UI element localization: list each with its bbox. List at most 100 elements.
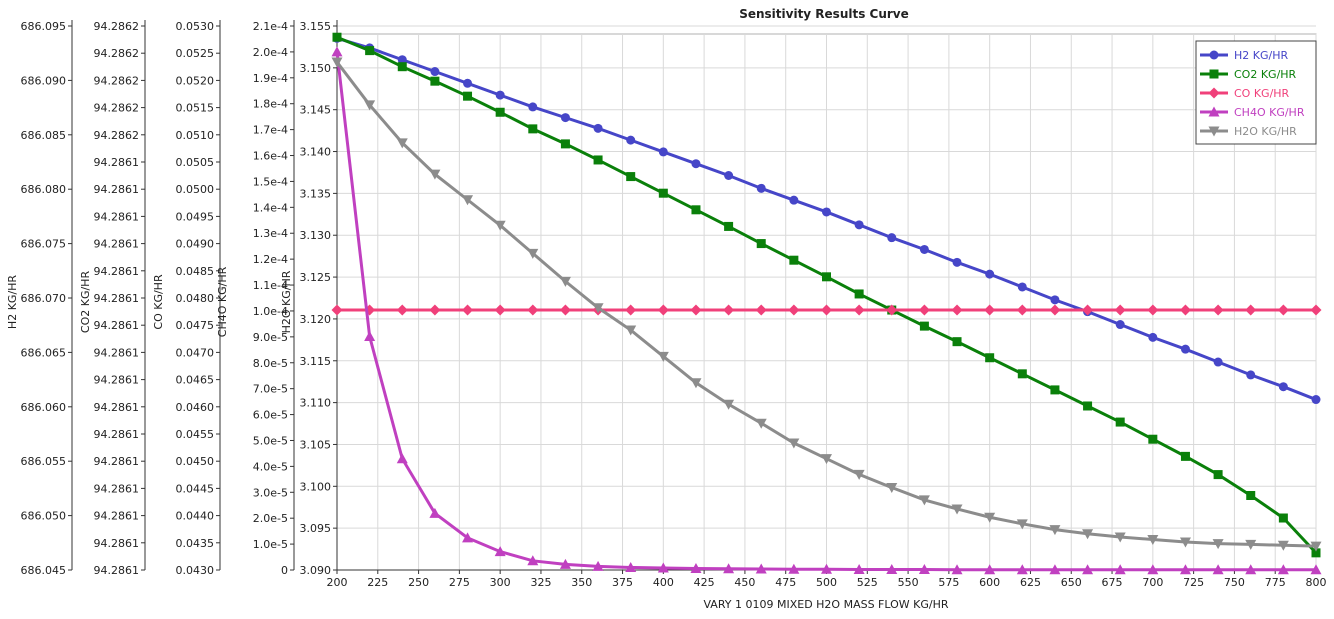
legend-label: CH4O KG/HR bbox=[1234, 106, 1305, 119]
y-tick-label: 0.0510 bbox=[176, 129, 215, 142]
y-axis-title: CH4O KG/HR bbox=[216, 266, 229, 337]
data-point bbox=[788, 563, 800, 574]
legend-swatch-marker bbox=[1208, 126, 1220, 137]
series-h2o-kg-hr bbox=[331, 57, 1322, 552]
y-tick-label: 94.2861 bbox=[94, 319, 140, 332]
y-tick-label: 686.065 bbox=[21, 346, 67, 359]
data-point bbox=[625, 561, 637, 572]
y-axis-1: 686.045 686.050 686.055 686.060 686.065 686.0… bbox=[6, 20, 73, 577]
y-tick-label: 94.2861 bbox=[94, 510, 140, 523]
legend-label: H2 KG/HR bbox=[1234, 49, 1288, 62]
y-tick-label: 3.105 bbox=[300, 438, 332, 451]
data-point bbox=[1180, 344, 1190, 354]
y-tick-label: 0.0500 bbox=[176, 183, 215, 196]
y-tick-label: 1.0e-5 bbox=[253, 538, 288, 551]
y-axis-title: H2 KG/HR bbox=[6, 275, 19, 329]
data-point bbox=[495, 107, 505, 117]
x-tick-label: 775 bbox=[1265, 576, 1286, 589]
x-tick-label: 375 bbox=[612, 576, 633, 589]
data-point bbox=[332, 32, 342, 42]
y-tick-label: 3.145 bbox=[300, 104, 332, 117]
legend-item[interactable]: CO2 KG/HR bbox=[1200, 68, 1297, 81]
x-tick-label: 650 bbox=[1061, 576, 1082, 589]
y-tick-label: 0.0445 bbox=[176, 482, 215, 495]
y-tick-label: 94.2861 bbox=[94, 401, 140, 414]
y-axis-4: 0 1.0e-5 2.0e-5 3.0e-5 4.0e-5 5.0e-5 6.0e-5 7.0… bbox=[216, 20, 295, 577]
x-axis: 200 225 250 275 300 325 350 375 400 425 450 475 500 5… bbox=[327, 569, 1327, 589]
data-point bbox=[397, 62, 407, 72]
data-point bbox=[1148, 332, 1158, 342]
x-tick-label: 575 bbox=[938, 576, 959, 589]
data-point bbox=[1311, 395, 1321, 405]
data-point bbox=[789, 195, 799, 205]
y-tick-label: 0.0530 bbox=[176, 20, 215, 33]
legend-item[interactable]: H2O KG/HR bbox=[1200, 125, 1297, 138]
data-point bbox=[788, 304, 800, 316]
data-point bbox=[463, 91, 473, 101]
y-tick-label: 0 bbox=[281, 564, 288, 577]
y-tick-label: 3.095 bbox=[300, 522, 332, 535]
legend-item[interactable]: CO KG/HR bbox=[1200, 87, 1290, 100]
y-tick-label: 1.7e-4 bbox=[253, 124, 288, 137]
y-tick-label: 1.0e-4 bbox=[253, 305, 288, 318]
y-tick-label: 94.2861 bbox=[94, 374, 140, 387]
data-point bbox=[331, 304, 343, 316]
y-tick-label: 9.0e-5 bbox=[253, 331, 288, 344]
y-axis-5: 3.090 3.095 3.100 3.105 3.110 3.115 3.120 3.125… bbox=[280, 20, 338, 577]
data-point bbox=[364, 100, 376, 111]
y-tick-label: 3.110 bbox=[300, 397, 332, 410]
y-tick-label: 1.8e-4 bbox=[253, 98, 288, 111]
chart-title: Sensitivity Results Curve bbox=[739, 7, 909, 21]
data-point bbox=[788, 438, 800, 449]
data-point bbox=[1212, 304, 1224, 316]
x-tick-label: 275 bbox=[449, 576, 470, 589]
y-tick-label: 3.120 bbox=[300, 313, 332, 326]
y-tick-label: 0.0515 bbox=[176, 102, 215, 115]
x-tick-label: 800 bbox=[1306, 576, 1327, 589]
y-tick-label: 6.0e-5 bbox=[253, 409, 288, 422]
y-tick-label: 686.045 bbox=[21, 564, 67, 577]
data-point bbox=[1147, 304, 1159, 316]
data-point bbox=[1179, 537, 1191, 548]
data-point bbox=[657, 351, 669, 362]
data-point bbox=[593, 155, 603, 165]
legend-swatch-marker bbox=[1209, 50, 1219, 60]
x-tick-label: 225 bbox=[367, 576, 388, 589]
y-axis-title: CO2 KG/HR bbox=[79, 271, 92, 334]
data-point bbox=[723, 399, 735, 410]
data-point bbox=[1245, 304, 1257, 316]
data-point bbox=[364, 330, 376, 341]
data-point bbox=[462, 195, 474, 206]
data-point bbox=[755, 304, 767, 316]
y-axis-3: 0.0430 0.0435 0.0440 0.0445 0.0450 0.0455 0.04… bbox=[152, 20, 221, 577]
data-point bbox=[1277, 304, 1289, 316]
data-point bbox=[821, 563, 832, 574]
data-point bbox=[528, 102, 538, 112]
data-point bbox=[625, 325, 637, 336]
data-point bbox=[658, 147, 668, 157]
data-point bbox=[560, 113, 570, 123]
data-point bbox=[951, 504, 963, 515]
data-point bbox=[365, 46, 375, 56]
legend-item[interactable]: H2 KG/HR bbox=[1200, 49, 1288, 62]
legend-item[interactable]: CH4O KG/HR bbox=[1200, 106, 1305, 119]
y-tick-label: 3.135 bbox=[300, 187, 332, 200]
data-point bbox=[918, 304, 930, 316]
data-point bbox=[1115, 417, 1125, 427]
y-tick-label: 1.3e-4 bbox=[253, 227, 288, 240]
data-point bbox=[429, 507, 441, 518]
data-point bbox=[1147, 564, 1159, 575]
data-point bbox=[886, 483, 898, 494]
data-point bbox=[396, 304, 408, 316]
data-point bbox=[430, 67, 440, 77]
legend[interactable]: H2 KG/HR CO2 KG/HR CO KG/HR CH4O KG/HR H2O K… bbox=[1195, 40, 1317, 145]
y-tick-label: 94.2861 bbox=[94, 156, 140, 169]
data-point bbox=[1310, 541, 1322, 552]
data-point bbox=[1147, 534, 1159, 545]
x-tick-label: 500 bbox=[816, 576, 837, 589]
data-point bbox=[396, 138, 408, 149]
data-point bbox=[1049, 525, 1061, 536]
y-tick-label: 0.0475 bbox=[176, 319, 215, 332]
data-point bbox=[822, 272, 831, 282]
y-tick-label: 94.2862 bbox=[94, 47, 140, 60]
